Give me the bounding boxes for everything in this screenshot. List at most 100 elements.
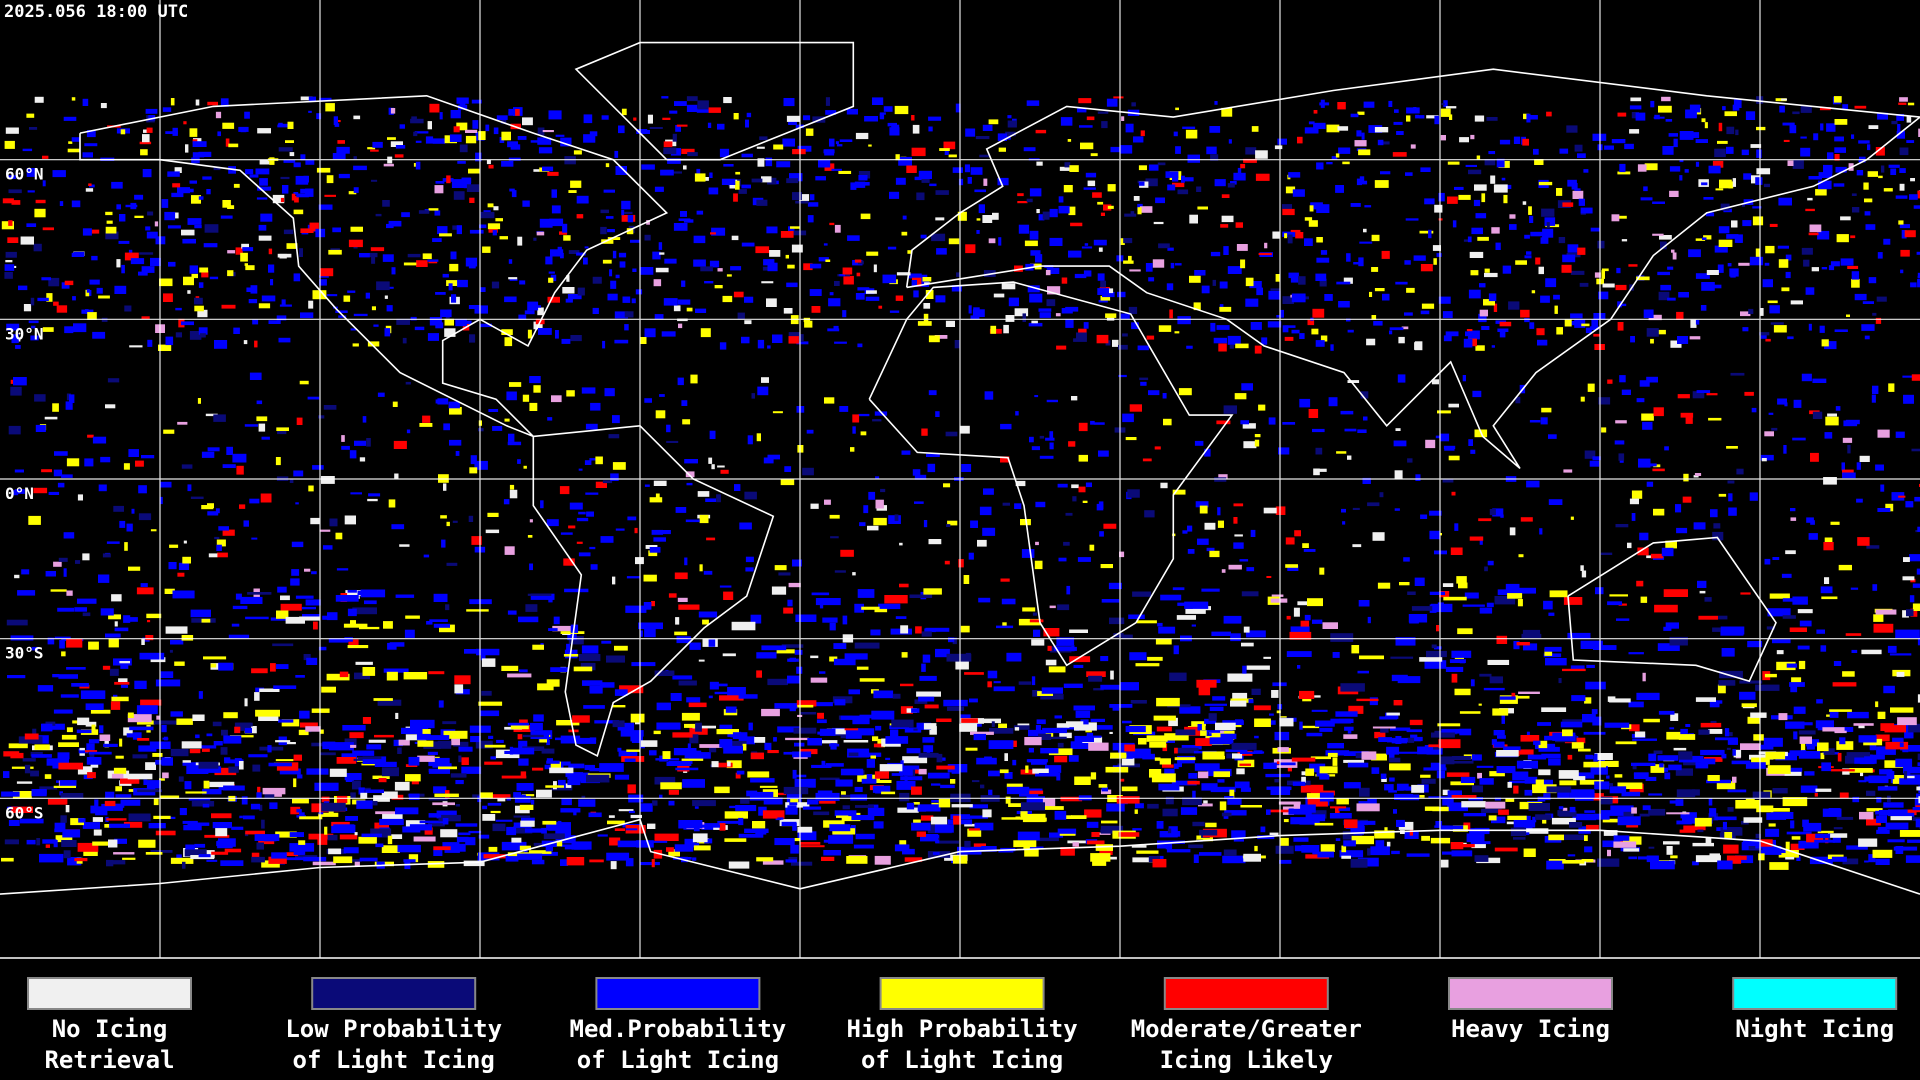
icing-pixel (147, 620, 151, 623)
icing-pixel (1507, 815, 1527, 820)
icing-pixel (1705, 212, 1715, 217)
icing-pixel (1420, 514, 1428, 519)
icing-pixel (1768, 412, 1774, 415)
icing-pixel (1282, 204, 1292, 210)
icing-pixel (936, 718, 952, 722)
icing-pixel (453, 191, 465, 200)
icing-pixel (1769, 305, 1780, 314)
icing-pixel (1307, 319, 1315, 326)
icing-pixel (600, 536, 614, 543)
icing-pixel (1728, 507, 1737, 516)
icing-pixel (959, 425, 970, 434)
icing-pixel (549, 767, 574, 774)
icing-pixel (1167, 184, 1176, 191)
icing-pixel (1448, 455, 1460, 461)
icing-pixel (465, 135, 477, 144)
icing-pixel (1544, 217, 1556, 226)
icing-pixel (1319, 774, 1330, 780)
icing-pixel (73, 323, 87, 333)
icing-pixel (1728, 181, 1734, 189)
icing-pixel (1892, 775, 1904, 784)
icing-pixel (828, 298, 841, 307)
icing-pixel (1356, 698, 1379, 702)
icing-pixel (433, 849, 443, 856)
icing-pixel (238, 126, 249, 132)
icing-pixel (1910, 608, 1918, 617)
icing-pixel (729, 805, 738, 809)
icing-pixel (1168, 717, 1178, 727)
icing-pixel (1090, 853, 1111, 862)
icing-pixel (1109, 704, 1133, 708)
icing-pixel (1636, 580, 1644, 587)
icing-pixel (522, 117, 533, 126)
icing-pixel (1389, 330, 1393, 335)
icing-pixel (1669, 166, 1681, 172)
icing-pixel (914, 474, 927, 480)
icing-pixel (1616, 267, 1621, 274)
icing-pixel (1581, 323, 1590, 327)
icing-pixel (595, 481, 607, 488)
icing-pixel (624, 211, 633, 214)
icing-pixel (305, 188, 314, 197)
icing-pixel (721, 740, 747, 749)
icing-pixel (4, 271, 13, 279)
icing-pixel (260, 493, 272, 503)
icing-pixel (475, 740, 493, 749)
icing-pixel (797, 831, 817, 841)
icing-pixel (434, 793, 459, 797)
icing-pixel (1308, 220, 1318, 227)
icing-pixel (1470, 134, 1475, 140)
icing-pixel (1714, 148, 1726, 158)
icing-pixel (1479, 283, 1486, 288)
icing-pixel (1090, 718, 1105, 722)
icing-pixel (1231, 742, 1257, 750)
icing-pixel (690, 374, 698, 384)
icing-pixel (1540, 295, 1550, 303)
icing-pixel (1441, 825, 1464, 830)
icing-pixel (1398, 821, 1414, 830)
icing-pixel (1119, 145, 1133, 154)
icing-pixel (765, 157, 773, 167)
icing-pixel (1529, 215, 1534, 223)
icing-pixel (1673, 138, 1678, 148)
icing-pixel (704, 838, 713, 844)
icing-pixel (964, 840, 971, 848)
icing-pixel (1039, 435, 1045, 439)
icing-pixel (406, 429, 411, 434)
icing-pixel (159, 795, 180, 799)
icing-pixel (1475, 213, 1487, 219)
icing-pixel (71, 200, 81, 208)
icing-pixel (313, 621, 318, 630)
icing-pixel (1790, 684, 1798, 693)
icing-pixel (1546, 222, 1550, 228)
icing-pixel (619, 685, 644, 694)
icing-pixel (368, 739, 386, 743)
icing-pixel (976, 757, 997, 765)
icing-pixel (1916, 568, 1920, 575)
icing-pixel (699, 514, 709, 524)
icing-pixel (198, 761, 219, 769)
icing-pixel (80, 690, 106, 699)
icing-pixel (1864, 211, 1871, 216)
icing-pixel (1499, 696, 1516, 700)
icing-pixel (54, 822, 66, 832)
icing-pixel (677, 377, 684, 386)
icing-pixel (1125, 123, 1134, 133)
icing-pixel (733, 193, 738, 202)
icing-pixel (1310, 756, 1331, 760)
icing-pixel (1253, 705, 1271, 711)
icing-pixel (358, 787, 365, 795)
icing-pixel (231, 623, 240, 627)
icing-pixel (1493, 303, 1498, 312)
icing-pixel (560, 808, 581, 813)
icing-pixel (480, 792, 493, 799)
icing-pixel (89, 279, 100, 285)
icing-pixel (203, 780, 210, 789)
icing-pixel (787, 675, 800, 684)
icing-pixel (918, 696, 935, 702)
icing-pixel (1581, 859, 1594, 863)
icing-pixel (1609, 786, 1627, 794)
icing-pixel (987, 670, 998, 679)
icing-pixel (1589, 793, 1604, 801)
icing-pixel (922, 654, 931, 663)
